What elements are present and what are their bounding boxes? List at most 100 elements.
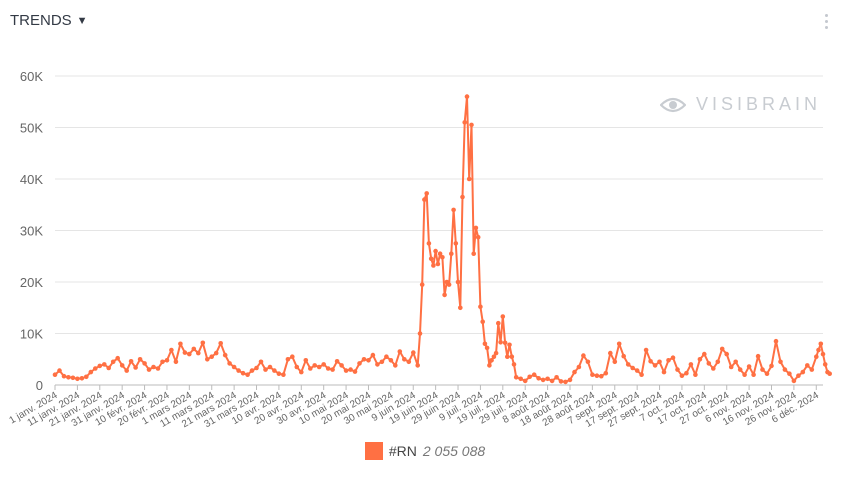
data-point[interactable] [222, 352, 228, 358]
data-point[interactable] [625, 362, 631, 367]
data-point[interactable] [493, 350, 499, 356]
data-point[interactable] [545, 376, 550, 382]
trends-dropdown[interactable]: TRENDS ▼ [10, 12, 88, 29]
data-point[interactable] [679, 373, 685, 379]
data-point[interactable] [688, 362, 694, 367]
data-point[interactable] [209, 354, 214, 360]
data-point[interactable] [137, 357, 143, 362]
data-point[interactable] [70, 375, 76, 381]
data-point[interactable] [254, 365, 259, 371]
data-point[interactable] [124, 368, 129, 373]
data-point[interactable] [330, 367, 335, 372]
data-point[interactable] [648, 359, 653, 364]
data-point[interactable] [115, 355, 120, 361]
data-point[interactable] [475, 234, 481, 240]
data-point[interactable] [334, 359, 340, 364]
data-point[interactable] [782, 367, 788, 372]
data-point[interactable] [169, 347, 174, 353]
data-point[interactable] [599, 373, 604, 379]
data-point[interactable] [502, 340, 508, 346]
data-point[interactable] [487, 363, 492, 368]
data-point[interactable] [52, 372, 58, 378]
data-point[interactable] [471, 251, 477, 256]
data-point[interactable] [567, 377, 573, 383]
data-point[interactable] [258, 359, 264, 365]
data-point[interactable] [572, 369, 577, 375]
data-point[interactable] [361, 357, 367, 362]
data-point[interactable] [93, 366, 98, 371]
legend[interactable]: #RN 2 055 088 [0, 442, 850, 460]
data-point[interactable] [428, 256, 434, 262]
data-point[interactable] [133, 365, 138, 370]
data-point[interactable] [666, 358, 671, 363]
data-point[interactable] [431, 263, 436, 268]
more-options-icon[interactable] [822, 14, 830, 29]
data-point[interactable] [187, 351, 192, 357]
data-point[interactable] [661, 369, 667, 375]
data-point[interactable] [773, 338, 779, 344]
data-point[interactable] [684, 370, 689, 376]
data-point[interactable] [469, 122, 474, 128]
data-point[interactable] [417, 331, 423, 336]
data-point[interactable] [97, 363, 103, 369]
data-point[interactable] [402, 357, 407, 362]
data-point[interactable] [205, 357, 210, 362]
data-point[interactable] [348, 367, 353, 372]
data-point[interactable] [702, 351, 707, 357]
data-point[interactable] [473, 225, 479, 231]
data-point[interactable] [724, 351, 729, 357]
data-point[interactable] [440, 254, 445, 260]
data-point[interactable] [236, 368, 241, 373]
data-point[interactable] [489, 358, 494, 363]
data-point[interactable] [321, 362, 327, 367]
data-point[interactable] [290, 354, 295, 360]
data-point[interactable] [196, 350, 201, 356]
data-point[interactable] [480, 319, 486, 325]
data-point[interactable] [478, 304, 483, 310]
data-point[interactable] [657, 359, 662, 365]
data-point[interactable] [603, 370, 609, 376]
data-point[interactable] [84, 374, 89, 380]
data-point[interactable] [769, 363, 774, 369]
data-point[interactable] [426, 241, 432, 246]
data-point[interactable] [675, 367, 680, 372]
data-point[interactable] [415, 363, 421, 368]
data-point[interactable] [630, 365, 635, 371]
data-point[interactable] [491, 354, 497, 360]
data-point[interactable] [272, 368, 277, 373]
data-point[interactable] [435, 261, 441, 267]
data-point[interactable] [697, 357, 703, 362]
data-point[interactable] [422, 197, 427, 202]
data-point[interactable] [128, 359, 134, 364]
data-point[interactable] [585, 359, 591, 365]
data-point[interactable] [151, 364, 156, 370]
data-point[interactable] [693, 372, 698, 378]
data-point[interactable] [411, 350, 416, 355]
data-point[interactable] [281, 372, 286, 378]
data-point[interactable] [155, 366, 161, 371]
data-point[interactable] [505, 354, 510, 360]
data-point[interactable] [814, 354, 819, 360]
data-point[interactable] [755, 353, 761, 359]
data-point[interactable] [498, 340, 503, 345]
data-point[interactable] [511, 362, 517, 367]
data-point[interactable] [751, 372, 756, 378]
data-point[interactable] [805, 363, 810, 368]
data-point[interactable] [733, 359, 738, 365]
data-point[interactable] [742, 372, 747, 378]
data-point[interactable] [366, 358, 371, 363]
data-point[interactable] [643, 347, 649, 353]
data-point[interactable] [200, 340, 206, 346]
data-point[interactable] [522, 378, 528, 384]
data-point[interactable] [437, 251, 443, 256]
data-point[interactable] [581, 353, 586, 358]
data-point[interactable] [178, 341, 183, 347]
data-point[interactable] [303, 358, 309, 363]
data-point[interactable] [787, 371, 792, 377]
data-point[interactable] [142, 361, 147, 366]
data-point[interactable] [737, 367, 743, 372]
data-point[interactable] [370, 352, 376, 358]
data-point[interactable] [88, 369, 94, 375]
data-point[interactable] [816, 347, 821, 353]
data-point[interactable] [213, 350, 219, 356]
